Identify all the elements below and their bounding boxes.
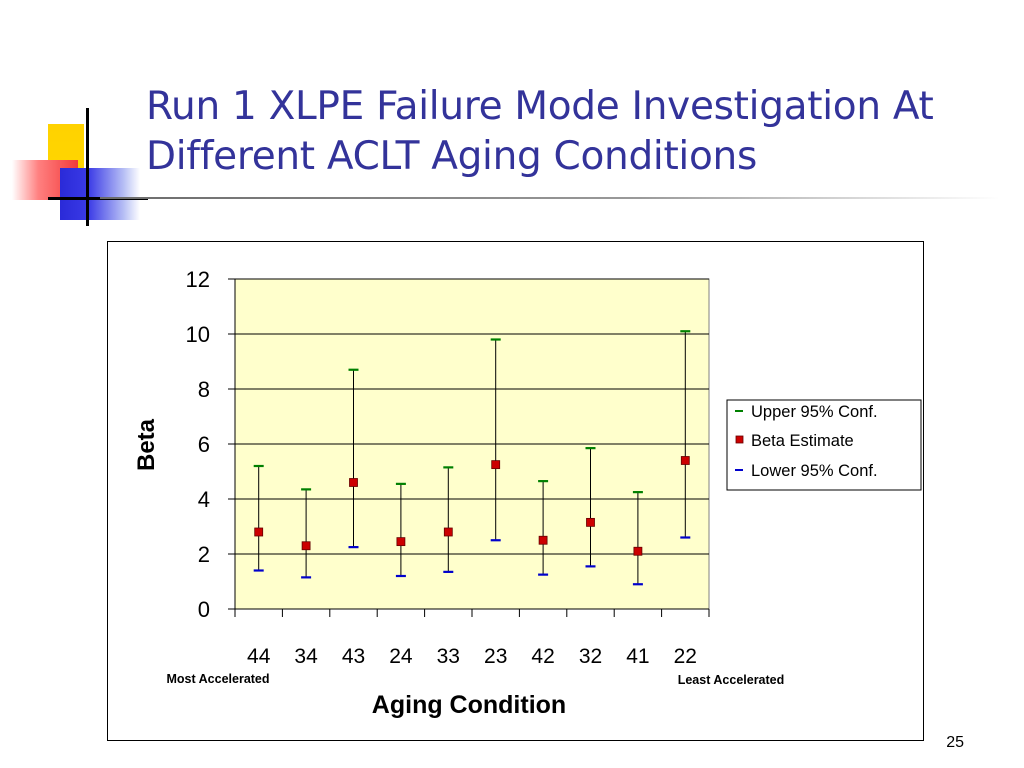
- x-tick-label: 23: [484, 645, 507, 668]
- beta-estimate-marker: [254, 527, 264, 537]
- x-tick-label: 33: [437, 645, 460, 668]
- beta-estimate-marker: [586, 517, 595, 527]
- beta-estimate-marker: [680, 456, 690, 465]
- slide-title: Run 1 XLPE Failure Mode Investigation At…: [146, 82, 1006, 182]
- x-tick-label: 43: [342, 645, 365, 668]
- title-rule: [100, 197, 1000, 199]
- annotation-most-accelerated: Most Accelerated: [166, 672, 269, 686]
- beta-estimate-marker: [349, 478, 358, 487]
- y-tick-label: 6: [198, 432, 210, 457]
- y-tick-label: 8: [198, 377, 210, 402]
- beta-estimate-marker: [301, 541, 311, 551]
- y-tick-label: 4: [198, 487, 210, 512]
- legend-box: [726, 399, 922, 491]
- beta-estimate-marker: [538, 535, 548, 545]
- beta-estimate-marker: [633, 546, 643, 556]
- x-tick-label: 32: [579, 645, 602, 668]
- y-tick-label: 2: [198, 542, 210, 567]
- legend-label: Beta Estimate: [751, 432, 854, 450]
- slide-title-line2: Different ACLT Aging Conditions: [146, 134, 757, 179]
- y-tick-label: 10: [186, 322, 210, 347]
- beta-estimate-marker: [491, 460, 501, 470]
- x-tick-label: 34: [294, 645, 318, 668]
- x-tick-label: 22: [674, 645, 697, 668]
- legend-estimate-symbol: [735, 435, 744, 444]
- x-axis-title: Aging Condition: [372, 691, 566, 719]
- beta-estimate-marker: [396, 537, 406, 547]
- beta-estimate-marker: [443, 527, 453, 537]
- x-tick-label: 41: [626, 645, 649, 668]
- chart-frame: 0 2 4 6 8 10 12 44 34 43 24 33 23 42 32 41 22 Most Accele…: [107, 241, 924, 741]
- x-tick-label: 42: [531, 645, 554, 668]
- y-tick-label: 0: [198, 597, 210, 622]
- annotation-least-accelerated: Least Accelerated: [678, 673, 785, 687]
- slide-title-line1: Run 1 XLPE Failure Mode Investigation At: [146, 84, 934, 129]
- logo-blue-square: [60, 168, 140, 220]
- legend-label: Upper 95% Conf.: [751, 403, 878, 421]
- logo-horizontal-line: [48, 197, 148, 200]
- y-axis-title: Beta: [133, 418, 160, 471]
- y-tick-label: 12: [186, 267, 210, 292]
- page-number: 25: [946, 734, 964, 751]
- legend-label: Lower 95% Conf.: [751, 462, 878, 480]
- x-tick-label: 44: [247, 645, 271, 668]
- x-tick-label: 24: [389, 645, 413, 668]
- logo-vertical-line: [86, 108, 89, 226]
